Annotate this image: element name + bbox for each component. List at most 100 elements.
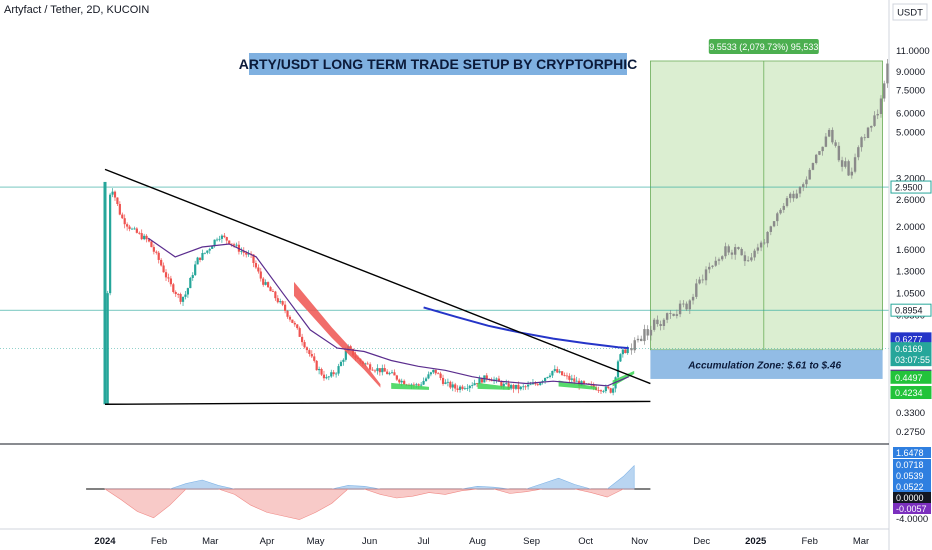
candle-body bbox=[225, 237, 228, 241]
symbol-title: Artyfact / Tether, 2D, KUCOIN bbox=[4, 4, 149, 16]
price-tick-label: 2.6000 bbox=[896, 195, 925, 206]
descending-trendline bbox=[104, 168, 651, 385]
candle-body bbox=[191, 275, 194, 278]
price-badge-label: 03:07:55 bbox=[895, 355, 930, 365]
candle-body bbox=[524, 386, 527, 388]
projection-body bbox=[636, 338, 640, 341]
candle-body bbox=[422, 380, 425, 385]
candle-body bbox=[327, 376, 330, 378]
time-tick-label: Jun bbox=[362, 536, 377, 547]
projection-body bbox=[805, 179, 808, 185]
candle-body bbox=[113, 191, 117, 198]
candle-body bbox=[561, 371, 564, 376]
price-tick-label: 1.6000 bbox=[896, 245, 925, 256]
candle-body bbox=[315, 360, 318, 371]
projection-body bbox=[782, 205, 785, 210]
candle-body bbox=[458, 386, 462, 390]
candle-body bbox=[266, 282, 270, 288]
candle-body bbox=[539, 382, 542, 386]
projection-body bbox=[646, 329, 649, 336]
projection-body bbox=[876, 114, 879, 116]
candle-body bbox=[160, 259, 163, 266]
candle-body bbox=[534, 382, 537, 385]
oscillator-tick-label: 0.0522 bbox=[896, 482, 924, 492]
candle-body bbox=[245, 252, 248, 255]
candle-body bbox=[242, 251, 245, 253]
price-tick-label: 3.2000 bbox=[896, 174, 925, 185]
oscillator-badge bbox=[893, 447, 931, 458]
candle-body bbox=[544, 377, 547, 381]
candle-body bbox=[420, 384, 423, 386]
time-tick-label: Dec bbox=[693, 536, 710, 547]
candle-body bbox=[172, 284, 175, 293]
candle-body bbox=[291, 319, 294, 323]
oscillator-axis: 1.6478 0.07180.05390.05220.0000-0.0057-4.… bbox=[893, 447, 931, 525]
price-tick-label: 6.0000 bbox=[896, 109, 925, 120]
candle-body bbox=[181, 296, 185, 302]
projection-body bbox=[870, 125, 873, 128]
projection-body bbox=[857, 147, 860, 158]
ma-blue-line bbox=[423, 306, 629, 350]
time-tick-label: Jul bbox=[418, 536, 430, 547]
candle-body bbox=[463, 388, 467, 390]
projection-body bbox=[665, 313, 669, 320]
candle-body bbox=[400, 380, 403, 383]
candle-body bbox=[500, 381, 503, 387]
oscillator-negative-area bbox=[104, 488, 635, 520]
projection-body bbox=[795, 193, 798, 199]
candle-body bbox=[169, 278, 172, 285]
candle-body bbox=[551, 370, 554, 376]
candle-body bbox=[313, 356, 316, 361]
currency-label: USDT bbox=[897, 8, 923, 19]
candle-body bbox=[395, 375, 398, 380]
candle-body bbox=[553, 369, 556, 371]
projection-body bbox=[730, 252, 734, 255]
time-axis[interactable]: 2024 Feb Mar Apr May Jun Jul Aug Sep Oct Nov Dec 202… bbox=[94, 536, 869, 547]
projection-body bbox=[708, 266, 711, 270]
candle-body bbox=[147, 239, 151, 242]
candle-body bbox=[573, 378, 576, 382]
projection-body bbox=[873, 115, 876, 126]
candle-body bbox=[167, 277, 170, 279]
candle-body bbox=[612, 388, 615, 393]
candle-body bbox=[565, 375, 569, 377]
candle-body bbox=[451, 384, 454, 388]
candle-body bbox=[468, 385, 471, 389]
candle-body bbox=[189, 277, 192, 289]
candle-body bbox=[597, 390, 600, 391]
candle-body bbox=[592, 384, 595, 388]
projection-body bbox=[717, 259, 721, 261]
projection-body bbox=[711, 265, 714, 267]
candle-body bbox=[522, 386, 525, 388]
candle-body bbox=[186, 288, 189, 295]
time-tick-label: Mar bbox=[202, 536, 218, 547]
candle-body bbox=[135, 228, 138, 233]
banner-box bbox=[249, 53, 627, 75]
candle-body bbox=[507, 383, 510, 389]
currency-box[interactable] bbox=[892, 3, 928, 21]
candle-body bbox=[332, 372, 335, 375]
candle-body bbox=[344, 351, 347, 360]
projection-body bbox=[772, 221, 776, 227]
projection-body bbox=[837, 145, 841, 161]
candle-body bbox=[449, 381, 452, 388]
candle-body bbox=[240, 251, 243, 252]
candle-body bbox=[536, 384, 539, 386]
price-badge bbox=[890, 303, 932, 317]
price-badge bbox=[890, 180, 932, 194]
candle-body bbox=[215, 239, 219, 241]
candle-body bbox=[446, 381, 449, 383]
candle-body bbox=[383, 368, 386, 372]
candle-body bbox=[177, 294, 180, 295]
candle-body bbox=[502, 383, 505, 387]
projection-body bbox=[834, 142, 837, 146]
candle-body bbox=[485, 375, 488, 380]
time-tick-label: May bbox=[307, 536, 325, 547]
projection-body bbox=[633, 340, 636, 351]
projection-body bbox=[659, 324, 662, 326]
oscillator-tick-label: -0.0057 bbox=[896, 504, 927, 514]
candle-body bbox=[201, 253, 204, 260]
projection-body bbox=[789, 193, 792, 199]
price-badge-label: 0.4234 bbox=[895, 388, 923, 398]
